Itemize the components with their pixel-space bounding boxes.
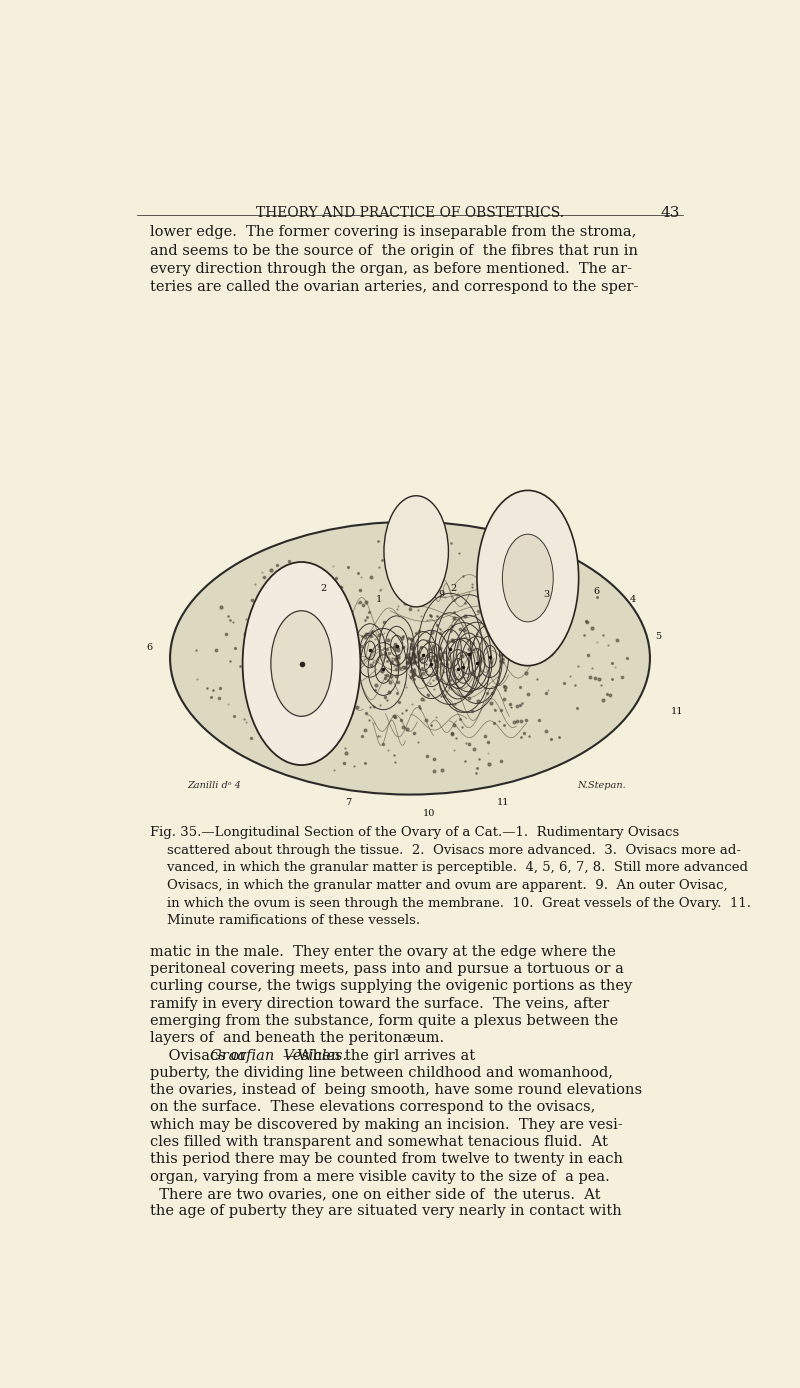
Text: 11: 11 [670,706,683,716]
Text: N.Stepan.: N.Stepan. [578,781,626,790]
Text: peritoneal covering meets, pass into and pursue a tortuous or a: peritoneal covering meets, pass into and… [150,962,623,976]
Circle shape [477,490,578,666]
Circle shape [271,611,332,716]
Circle shape [502,534,554,622]
Text: which may be discovered by making an incision.  They are vesi-: which may be discovered by making an inc… [150,1117,622,1131]
Text: vanced, in which the granular matter is perceptible.  4, 5, 6, 7, 8.  Still more: vanced, in which the granular matter is … [150,861,747,874]
Text: 11: 11 [497,798,510,806]
Text: 4: 4 [630,595,636,604]
Text: scattered about through the tissue.  2.  Ovisacs more advanced.  3.  Ovisacs mor: scattered about through the tissue. 2. O… [150,844,741,856]
Text: 5: 5 [655,633,661,641]
Text: lower edge.  The former covering is inseparable from the stroma,: lower edge. The former covering is insep… [150,225,636,239]
Text: Minute ramifications of these vessels.: Minute ramifications of these vessels. [150,915,420,927]
Text: There are two ovaries, one on either side of  the uterus.  At: There are two ovaries, one on either sid… [150,1187,600,1201]
Circle shape [384,496,449,607]
Text: 6: 6 [146,643,153,652]
Text: curling course, the twigs supplying the ovigenic portions as they: curling course, the twigs supplying the … [150,980,632,994]
Text: cles filled with transparent and somewhat tenacious fluid.  At: cles filled with transparent and somewha… [150,1135,607,1149]
Text: Zanilli dᵒ 4: Zanilli dᵒ 4 [187,781,241,790]
Text: 3: 3 [543,590,550,598]
Text: ramify in every direction toward the surface.  The veins, after: ramify in every direction toward the sur… [150,997,609,1010]
Text: Ovisacs, in which the granular matter and ovum are apparent.  9.  An outer Ovisa: Ovisacs, in which the granular matter an… [150,879,727,892]
Text: —When the girl arrives at: —When the girl arrives at [283,1048,475,1062]
Text: and seems to be the source of  the origin of  the fibres that run in: and seems to be the source of the origin… [150,243,638,258]
Text: 9: 9 [438,590,444,598]
Text: on the surface.  These elevations correspond to the ovisacs,: on the surface. These elevations corresp… [150,1101,595,1115]
Text: emerging from the substance, form quite a plexus between the: emerging from the substance, form quite … [150,1013,618,1029]
FancyBboxPatch shape [143,504,677,813]
Text: 2: 2 [450,584,457,593]
Text: puberty, the dividing line between childhood and womanhood,: puberty, the dividing line between child… [150,1066,613,1080]
Text: matic in the male.  They enter the ovary at the edge where the: matic in the male. They enter the ovary … [150,945,615,959]
Text: in which the ovum is seen through the membrane.  10.  Great vessels of the Ovary: in which the ovum is seen through the me… [150,897,750,909]
Circle shape [242,562,361,765]
Text: 2: 2 [320,584,326,593]
Text: layers of  and beneath the peritonæum.: layers of and beneath the peritonæum. [150,1031,444,1045]
Text: the ovaries, instead of  being smooth, have some round elevations: the ovaries, instead of being smooth, ha… [150,1083,642,1097]
Text: the age of puberty they are situated very nearly in contact with: the age of puberty they are situated ver… [150,1205,622,1219]
Text: 43: 43 [660,205,680,221]
Text: teries are called the ovarian arteries, and correspond to the sper-: teries are called the ovarian arteries, … [150,280,638,294]
Text: every direction through the organ, as before mentioned.  The ar-: every direction through the organ, as be… [150,262,632,276]
Ellipse shape [170,522,650,794]
Text: 10: 10 [422,809,434,818]
Text: THEORY AND PRACTICE OF OBSTETRICS.: THEORY AND PRACTICE OF OBSTETRICS. [256,205,564,221]
Text: 6: 6 [593,587,599,597]
Text: Fig. 35.—Longitudinal Section of the Ovary of a Cat.—1.  Rudimentary Ovisacs: Fig. 35.—Longitudinal Section of the Ova… [150,826,679,838]
Text: 1: 1 [376,595,382,604]
Text: Ovisacs or: Ovisacs or [150,1048,255,1062]
Text: Graafian  Vesicles.: Graafian Vesicles. [210,1048,347,1062]
Text: this period there may be counted from twelve to twenty in each: this period there may be counted from tw… [150,1152,622,1166]
Text: 7: 7 [345,798,351,806]
Text: organ, varying from a mere visible cavity to the size of  a pea.: organ, varying from a mere visible cavit… [150,1170,610,1184]
